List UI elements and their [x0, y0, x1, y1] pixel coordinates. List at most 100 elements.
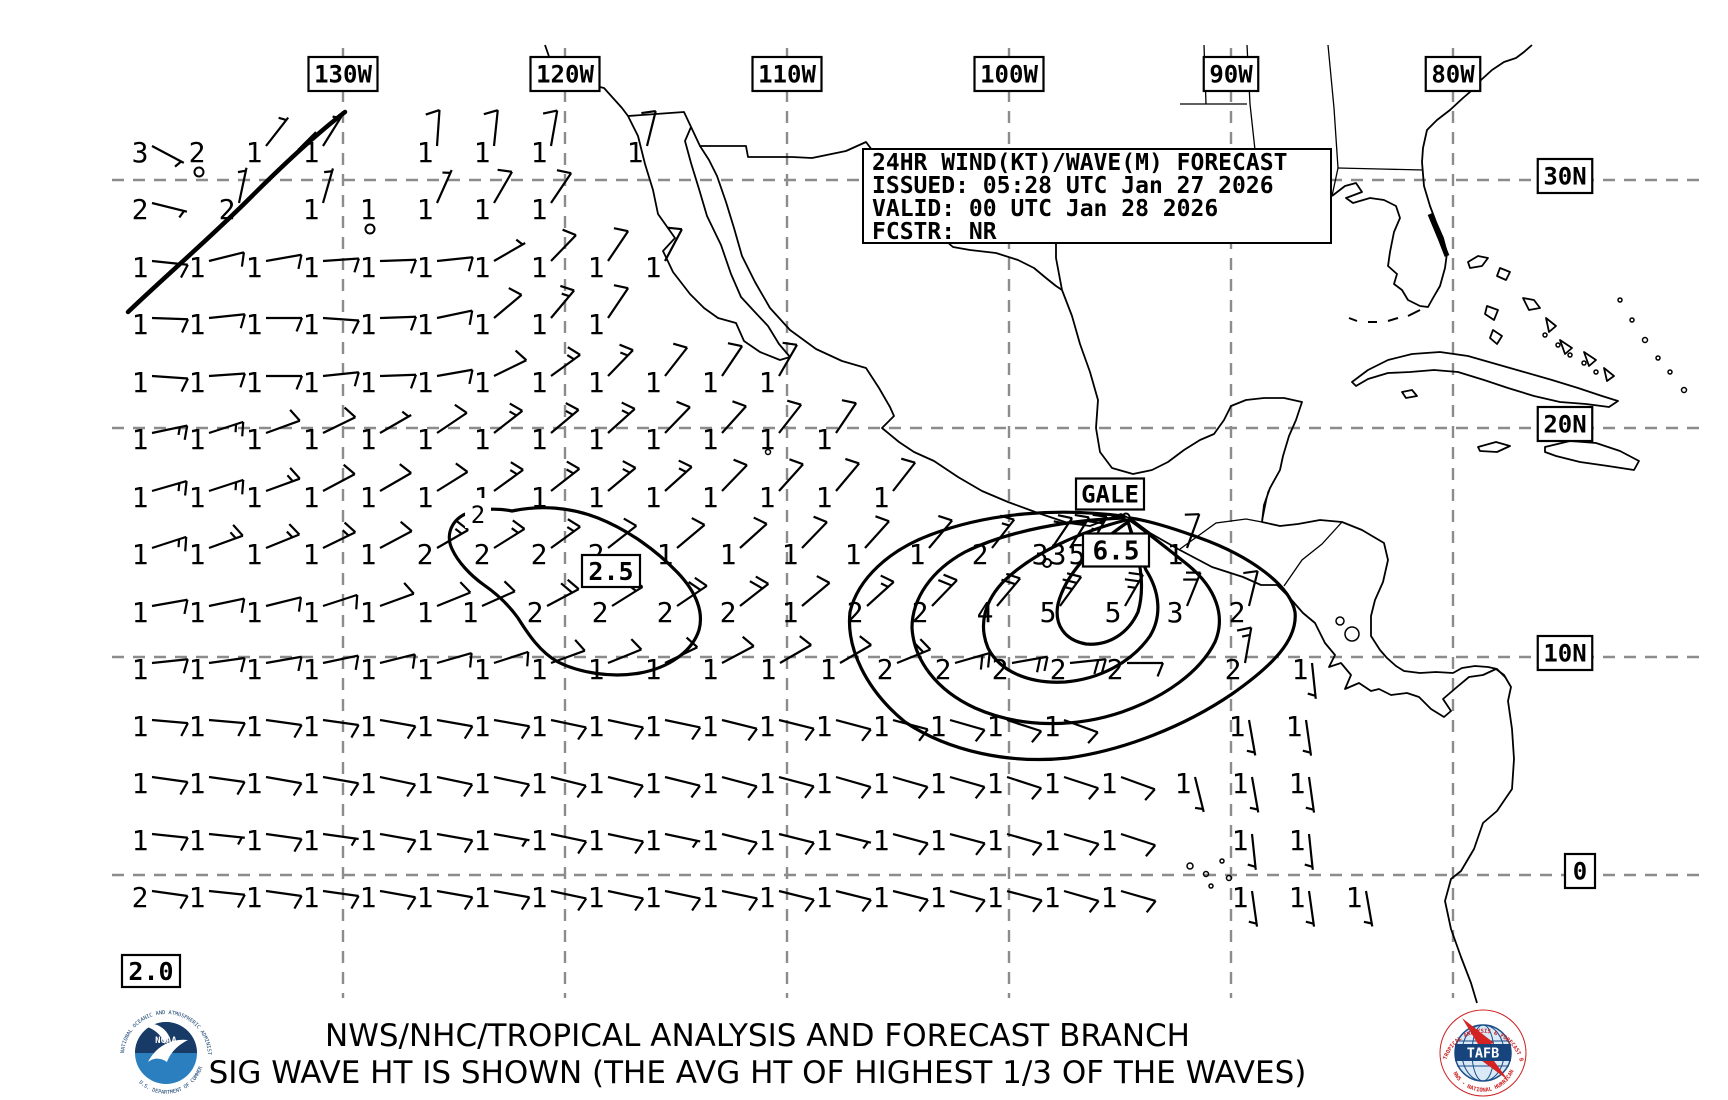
wind-station: 2: [132, 881, 189, 914]
wind-station: 1: [474, 402, 524, 456]
barb-staff: [208, 597, 245, 608]
wave-height-value: 1: [417, 881, 434, 914]
island: [1655, 355, 1661, 361]
wind-station: 1: [759, 881, 815, 914]
barb-feather: [174, 160, 182, 168]
barb-feather: [741, 635, 755, 647]
wave-contour: [447, 506, 703, 677]
barb-staff: [607, 230, 630, 262]
wind-station: 1: [588, 227, 630, 284]
barb-feather: [1249, 806, 1258, 811]
barb-feather: [566, 460, 580, 470]
wave-height-value: 1: [303, 881, 320, 914]
wave-contour: [847, 510, 1297, 762]
wind-station: 1: [303, 251, 360, 284]
barb-feather: [183, 425, 189, 440]
wind-station: 1: [303, 463, 356, 514]
wind-station: 1: [702, 710, 758, 743]
barb-staff: [779, 644, 812, 664]
wave-height-value: 1: [987, 767, 1004, 800]
barb-feather: [816, 575, 831, 584]
noaa-gull-wing-icon: [140, 1023, 169, 1044]
barb-feather: [1088, 900, 1100, 914]
wind-station: 1: [246, 523, 301, 571]
barb-feather: [918, 842, 929, 856]
wave-height-value: 2: [132, 193, 149, 226]
coastline: [1351, 351, 1619, 408]
wave-height-value: 1: [1101, 824, 1118, 857]
wave-height-value: 1: [360, 596, 377, 629]
wind-station: 1: [873, 767, 929, 800]
wind-station: 1: [588, 638, 643, 686]
wave-height-value: 1: [588, 824, 605, 857]
wave-height-value: 3: [1032, 538, 1049, 571]
lat-label-30n: 30N: [1543, 163, 1586, 191]
wind-station: 1: [417, 366, 474, 399]
barb-feather: [355, 594, 359, 610]
coastline: [1496, 267, 1511, 281]
wave-height-value: 2: [531, 538, 548, 571]
wind-station: 1: [588, 767, 644, 800]
barb-staff: [265, 477, 301, 493]
wind-station: 1: [132, 366, 189, 399]
wind-station: 1: [930, 767, 986, 800]
barb-feather: [804, 899, 815, 913]
barb-feather: [634, 840, 645, 855]
barb-staff: [778, 832, 815, 844]
barb-staff: [607, 889, 644, 900]
wave-height-value: 1: [759, 824, 776, 857]
wind-station: 1: [132, 423, 189, 456]
wave-height-value: 1: [189, 653, 206, 686]
wave-height-value: 1: [645, 881, 662, 914]
island: [1629, 317, 1635, 323]
barb-staff: [550, 409, 580, 434]
barb-feather: [567, 346, 581, 356]
wave-height-value: 1: [474, 423, 491, 456]
wave-height-value: 1: [702, 481, 719, 514]
barb-feather: [630, 638, 643, 651]
wave-height-value: 1: [1289, 824, 1306, 857]
barb-feather: [332, 115, 341, 120]
barb-staff: [835, 462, 860, 492]
barb-feather: [406, 783, 417, 798]
max-65-label-box: [1081, 532, 1151, 568]
wind-station: 1: [816, 881, 872, 914]
max-25-label-box: [580, 553, 642, 589]
barb-feather: [292, 782, 303, 797]
coastline: [1401, 389, 1418, 399]
barb-feather: [900, 457, 916, 464]
barb-staff: [1063, 889, 1099, 902]
wave-height-value: 1: [531, 136, 548, 169]
barb-feather: [463, 725, 474, 740]
barb-feather: [350, 895, 360, 910]
barb-staff: [379, 653, 416, 665]
wave-height-value: 1: [588, 423, 605, 456]
barb-staff: [379, 472, 412, 492]
barb-feather: [178, 210, 185, 219]
barb-staff: [550, 775, 587, 787]
wave-height-value: 1: [132, 653, 149, 686]
barb-staff: [493, 468, 524, 492]
wind-station: 1: [246, 467, 301, 514]
wave-height-value: 1: [303, 710, 320, 743]
barb-feather: [454, 403, 468, 414]
island: [1202, 870, 1210, 878]
barb-staff: [1006, 832, 1042, 845]
barb-staff: [835, 402, 858, 434]
barb-staff: [721, 889, 758, 900]
barb-feather: [753, 516, 768, 525]
barb-feather: [841, 399, 857, 405]
wind-station: 1: [531, 710, 588, 743]
wind-station: 2: [417, 520, 469, 571]
barb-staff: [379, 373, 417, 378]
barb-feather: [560, 582, 573, 594]
barb-staff: [208, 534, 244, 550]
coastline: [1484, 305, 1499, 321]
barb-feather: [574, 639, 586, 652]
wind-station: 2: [720, 575, 770, 629]
wave-height-value: 1: [657, 538, 674, 571]
barb-staff: [1063, 775, 1099, 790]
wind-station: 1: [588, 824, 645, 857]
wave-height-value: 1: [782, 596, 799, 629]
wind-station: 1: [303, 881, 360, 914]
